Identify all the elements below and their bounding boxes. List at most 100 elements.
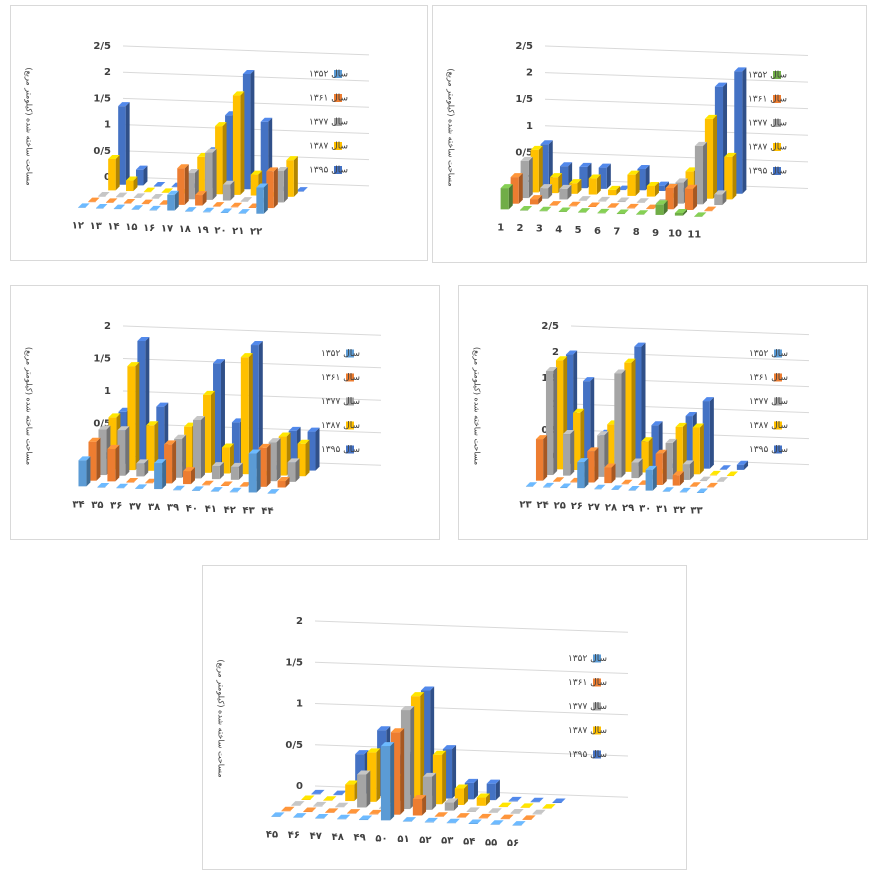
x-tick-label: ۴۵ [266,829,278,840]
bar [323,800,333,801]
bar [709,474,717,476]
bar [549,205,558,206]
x-tick-label: ۱۳ [90,221,102,232]
bar-top [248,449,261,454]
bar-top [118,102,130,107]
bar [231,422,240,468]
legend-swatch [593,654,601,663]
legend-label: سال ۱۳۸۷ [749,421,788,431]
bar-top [107,444,120,449]
bar [303,811,313,813]
legend-swatch [334,118,342,126]
bar [679,491,687,493]
bar-side [154,421,159,471]
bar-side [606,163,611,189]
bar-top [535,435,548,440]
x-tick-label: ۳۷ [129,501,141,512]
bar [345,784,355,802]
bar [127,366,136,471]
bar-top [607,203,620,208]
x-tick-label: ۲۳ [519,499,531,510]
bar-side [273,167,278,209]
bar-side [194,169,199,200]
bar [167,194,175,211]
bar-side [144,459,149,477]
bar-top [594,484,606,489]
bar-top [337,814,351,819]
bar [229,491,238,493]
legend-label: سال ۱۳۶۱ [748,95,787,105]
bar [335,806,345,808]
bar-side [240,91,245,195]
grid-line [122,45,370,56]
bar-side [652,465,657,491]
bar [565,354,574,464]
bar-top [530,797,544,802]
grid-line [570,377,810,388]
bar [616,213,625,215]
bar [434,816,444,817]
bar-top [624,358,636,363]
bar [446,822,456,824]
bar-top [631,458,643,463]
bar-top [675,178,688,183]
bar-top [88,197,100,202]
bar-top [115,192,128,197]
bar-top [323,796,337,801]
bar-side [662,449,667,485]
y-tick-label: 2 [526,68,533,79]
bar-top [646,181,659,186]
bar [719,469,727,470]
bar [402,821,413,822]
bar-side [641,342,646,467]
bar [637,168,646,191]
bar-side [679,471,684,486]
bar-top [301,795,315,800]
x-tick-label: ۴۶ [288,830,300,841]
bar-top [240,197,253,202]
bar [490,824,500,825]
bar-top [369,809,383,814]
bar-top [287,458,300,463]
bar-side [86,456,91,487]
x-tick-label: ۵۲ [419,835,431,846]
bar-top [335,802,349,807]
bar [301,799,311,800]
legend-label: سال ۱۳۶۱ [568,678,607,688]
bar-top [682,460,694,465]
bar-side [202,191,207,206]
x-tick-label: 3 [536,224,543,235]
bar-top [347,809,361,814]
bar [313,805,323,807]
bar-top [597,208,610,213]
bar [626,207,635,209]
legend-swatch [334,166,342,174]
bar-top [545,367,558,372]
bar [293,817,303,818]
x-tick-label: 9 [652,228,659,239]
legend-swatch [593,726,601,735]
bar-top [402,817,417,822]
bar-top [212,202,225,207]
bar-top [598,163,611,168]
bar-top [380,742,395,747]
x-tick-label: ۴۸ [332,832,344,843]
bar-top [559,162,573,167]
bar-side [538,195,543,205]
bar-top [616,209,629,214]
bar-top [195,191,207,196]
bar [225,115,233,189]
bar [288,430,297,470]
bar [123,202,132,204]
bar [271,816,281,817]
bar-top [424,817,438,822]
bar [520,807,530,808]
bar [478,817,488,819]
bar-side [115,154,120,191]
bar-top [78,203,90,208]
bar-top [559,184,572,189]
y-tick-label: 1/5 [285,657,303,668]
bar [221,447,230,474]
bar-top [193,415,205,420]
bar [95,207,104,209]
